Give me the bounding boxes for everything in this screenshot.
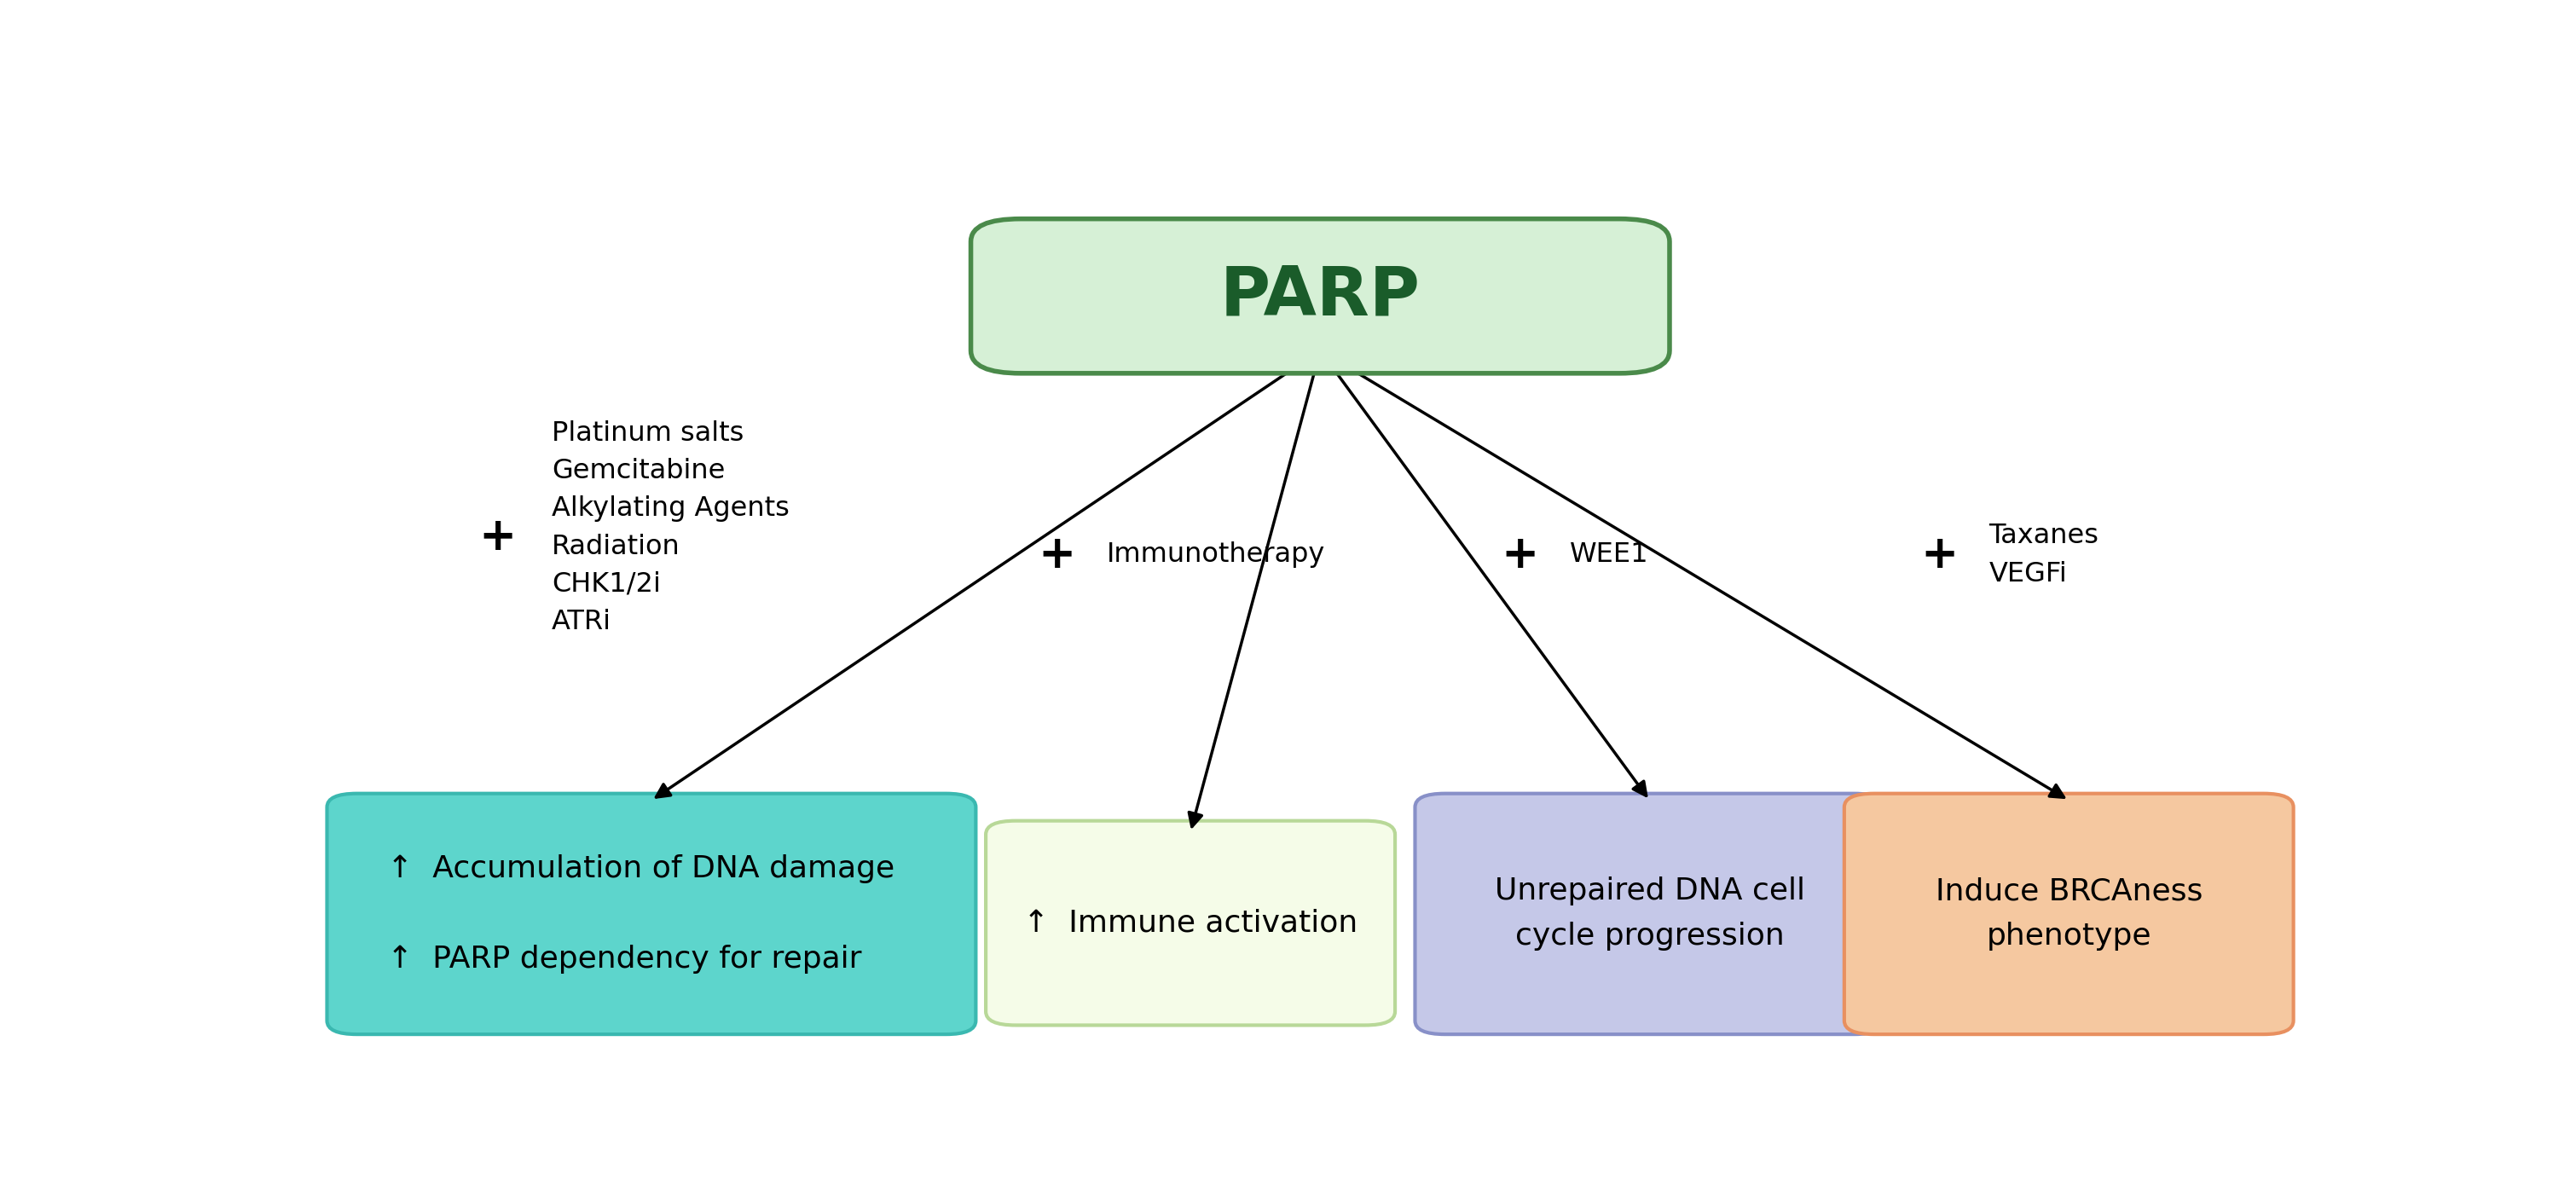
- Text: +: +: [1502, 533, 1538, 577]
- Text: +: +: [479, 514, 518, 559]
- Text: PARP: PARP: [1221, 263, 1419, 329]
- Text: Unrepaired DNA cell
cycle progression: Unrepaired DNA cell cycle progression: [1494, 877, 1806, 951]
- FancyBboxPatch shape: [987, 821, 1396, 1025]
- Text: Taxanes
VEGFi: Taxanes VEGFi: [1989, 523, 2099, 588]
- FancyBboxPatch shape: [327, 793, 976, 1035]
- Text: Platinum salts
Gemcitabine
Alkylating Agents
Radiation
CHK1/2i
ATRi: Platinum salts Gemcitabine Alkylating Ag…: [551, 420, 788, 635]
- Text: Induce BRCAness
phenotype: Induce BRCAness phenotype: [1935, 877, 2202, 951]
- FancyBboxPatch shape: [1414, 793, 1883, 1035]
- Text: WEE1: WEE1: [1569, 542, 1649, 569]
- Text: ↑  Immune activation: ↑ Immune activation: [1023, 909, 1358, 937]
- FancyBboxPatch shape: [1844, 793, 2293, 1035]
- FancyBboxPatch shape: [971, 218, 1669, 373]
- Text: +: +: [1038, 533, 1077, 577]
- Text: ↑  Accumulation of DNA damage

↑  PARP dependency for repair: ↑ Accumulation of DNA damage ↑ PARP depe…: [386, 854, 894, 974]
- Text: +: +: [1919, 533, 1958, 577]
- Text: Immunotherapy: Immunotherapy: [1108, 542, 1324, 569]
